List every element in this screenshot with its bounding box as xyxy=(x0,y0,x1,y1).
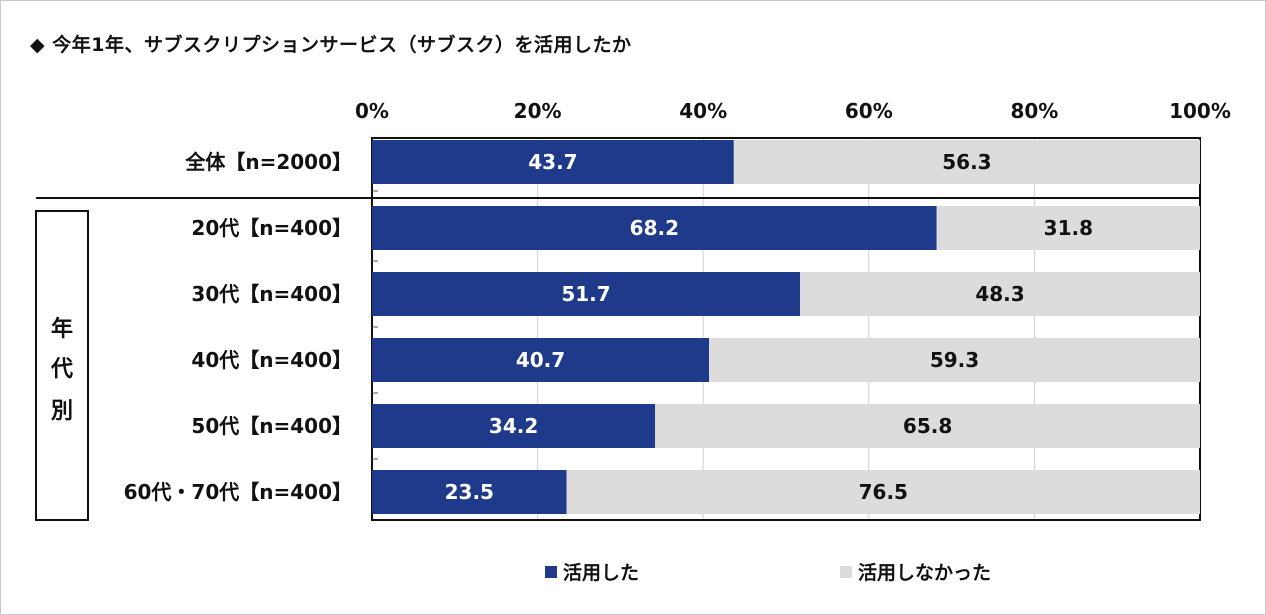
bar-used xyxy=(372,206,937,250)
chart-title: ◆ 今年1年、サブスクリプションサービス（サブスク）を活用したか xyxy=(30,34,632,56)
category-label: 50代【n=400】 xyxy=(191,414,352,438)
data-label-not-used: 31.8 xyxy=(1044,216,1093,240)
data-label-not-used: 59.3 xyxy=(930,348,979,372)
group-frame xyxy=(35,210,89,521)
bar-not-used xyxy=(936,206,1200,250)
data-label-not-used: 56.3 xyxy=(942,150,991,174)
data-label-used: 68.2 xyxy=(630,216,679,240)
data-label-not-used: 48.3 xyxy=(975,282,1024,306)
category-label: 20代【n=400】 xyxy=(191,216,352,240)
x-tick-label: 0% xyxy=(355,99,389,123)
category-label: 60代・70代【n=400】 xyxy=(124,480,352,504)
bar-not-used xyxy=(800,272,1200,316)
bar-not-used xyxy=(655,404,1200,448)
legend-label: 活用しなかった xyxy=(858,561,991,584)
category-labels: 全体【n=2000】 20代【n=400】 30代【n=400】 40代【n=400】… xyxy=(124,150,352,504)
bar-used xyxy=(372,140,734,184)
x-tick-label: 80% xyxy=(1010,99,1058,123)
plot-area xyxy=(371,137,1201,521)
data-label-used: 34.2 xyxy=(489,414,538,438)
bar-not-used xyxy=(566,470,1200,514)
x-axis-ticks: 0% 20% 40% 60% 80% 100% xyxy=(355,99,1231,123)
category-label: 30代【n=400】 xyxy=(191,282,352,306)
legend: 活用した 活用しなかった xyxy=(545,561,991,584)
legend-swatch xyxy=(840,566,852,578)
data-label-used: 51.7 xyxy=(561,282,610,306)
category-label: 全体【n=2000】 xyxy=(184,150,352,174)
data-label-used: 23.5 xyxy=(445,480,494,504)
bar-used xyxy=(372,338,709,382)
category-label: 40代【n=400】 xyxy=(191,348,352,372)
group-box: 年代別 xyxy=(35,210,89,521)
legend-label: 活用した xyxy=(563,561,639,584)
group-label-char: 別 xyxy=(51,399,73,424)
group-label-char: 代 xyxy=(50,357,73,382)
data-label-used: 43.7 xyxy=(528,150,577,174)
bar-not-used xyxy=(708,338,1200,382)
bar-not-used xyxy=(733,140,1200,184)
x-tick-label: 100% xyxy=(1169,99,1231,123)
x-tick-label: 20% xyxy=(514,99,562,123)
x-tick-label: 40% xyxy=(679,99,727,123)
legend-swatch xyxy=(545,566,557,578)
bar-used xyxy=(372,272,801,316)
data-label-not-used: 65.8 xyxy=(903,414,952,438)
bars: 43.7 56.3 68.2 31.8 51.7 48.3 40.7 59.3 34.2 65.8… xyxy=(372,140,1200,514)
group-label-char: 年 xyxy=(51,316,73,342)
data-label-used: 40.7 xyxy=(516,348,565,372)
data-label-not-used: 76.5 xyxy=(859,480,908,504)
gridlines xyxy=(36,137,1201,521)
bar-used xyxy=(372,404,656,448)
x-tick-label: 60% xyxy=(845,99,893,123)
bar-used xyxy=(372,470,567,514)
